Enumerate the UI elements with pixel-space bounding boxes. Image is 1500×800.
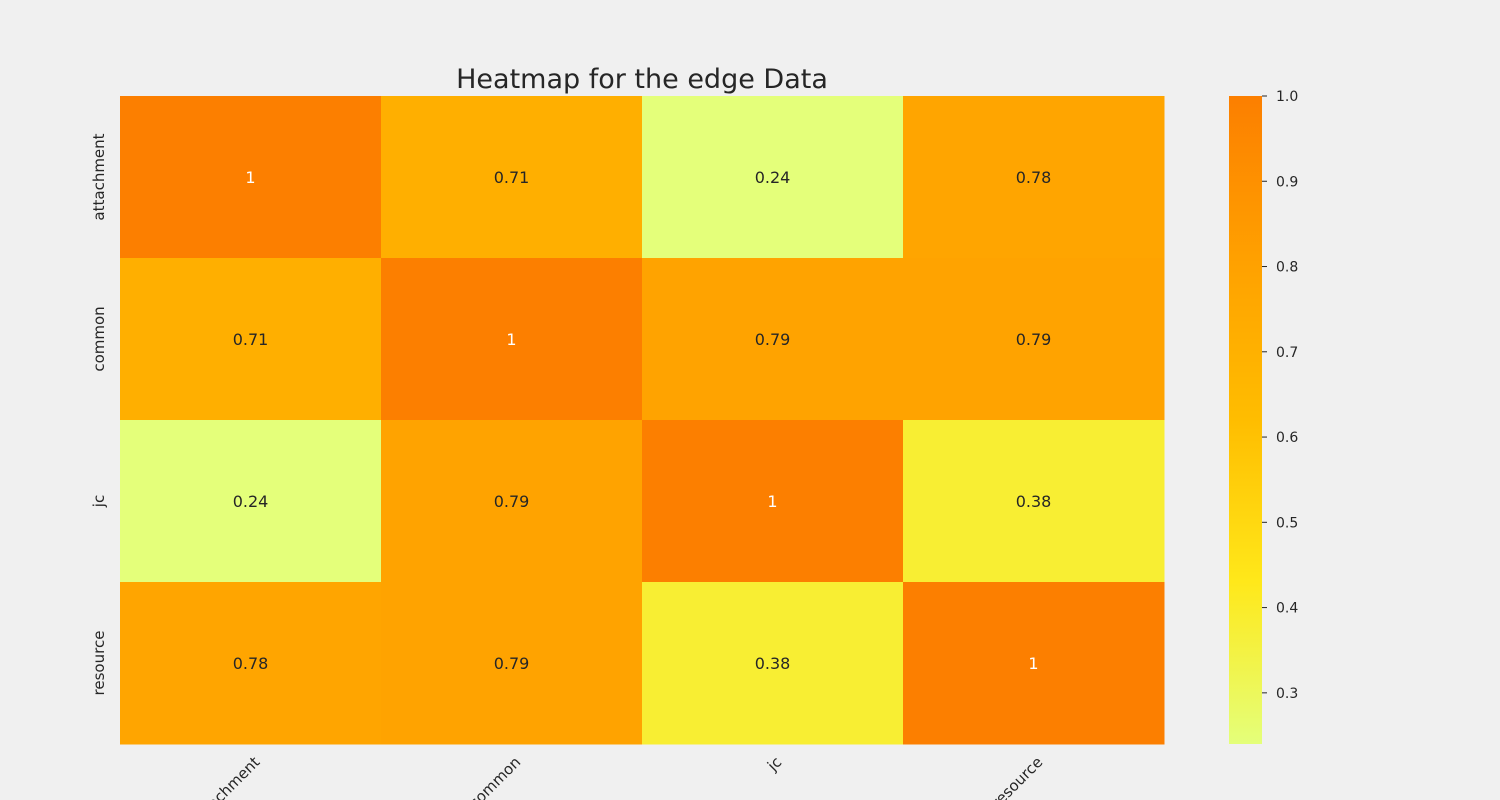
heatmap-cell <box>381 420 643 583</box>
y-tick-labels: attachment common jc resource <box>90 133 108 695</box>
cell-value-label: 1 <box>767 492 777 511</box>
heatmap-cell <box>120 258 382 421</box>
cell-value-label: 0.38 <box>1016 492 1052 511</box>
cell-value-label: 0.71 <box>494 168 530 187</box>
heatmap-cell <box>903 420 1165 583</box>
cell-value-label: 0.78 <box>233 654 269 673</box>
cell-value-label: 0.79 <box>494 492 530 511</box>
x-tick-label: resource <box>988 753 1047 800</box>
heatmap-cells <box>120 96 1165 745</box>
colorbar-tick-label: 0.6 <box>1276 430 1298 446</box>
heatmap-cell <box>903 258 1165 421</box>
y-tick-label: resource <box>90 631 108 696</box>
y-tick-label: jc <box>90 495 108 508</box>
colorbar: 0.3 0.4 0.5 0.6 0.7 0.8 0.9 1.0 <box>1229 89 1298 744</box>
heatmap-cell <box>642 258 904 421</box>
heatmap-cell <box>120 420 382 583</box>
x-tick-label: attachment <box>189 753 263 800</box>
chart-title: Heatmap for the edge Data <box>456 64 828 95</box>
x-tick-label: jc <box>763 753 785 775</box>
cell-value-label: 1 <box>506 330 516 349</box>
colorbar-tick-label: 0.9 <box>1276 174 1298 190</box>
colorbar-gradient <box>1229 96 1262 744</box>
cell-value-label: 0.79 <box>755 330 791 349</box>
y-tick-label: attachment <box>90 133 108 220</box>
colorbar-tick-label: 1.0 <box>1276 89 1298 105</box>
heatmap-cell <box>903 96 1165 259</box>
heatmap-cell <box>642 96 904 259</box>
x-tick-labels: attachment common jc resource <box>189 753 1046 800</box>
cell-value-label: 0.78 <box>1016 168 1052 187</box>
heatmap-cell <box>642 582 904 745</box>
heatmap-cell <box>381 582 643 745</box>
heatmap-cell <box>381 258 643 421</box>
heatmap-cell <box>903 582 1165 745</box>
y-tick-label: common <box>90 306 108 371</box>
colorbar-tick-label: 0.8 <box>1276 260 1298 276</box>
heatmap-cell-labels: 1 0.71 0.24 0.78 0.71 1 0.79 0.79 0.24 0.79 1 0.38 0… <box>233 168 1052 673</box>
heatmap-cell <box>381 96 643 259</box>
cell-value-label: 1 <box>245 168 255 187</box>
heatmap-cell <box>120 96 382 259</box>
x-tick-label: common <box>465 753 524 800</box>
cell-value-label: 0.79 <box>1016 330 1052 349</box>
cell-value-label: 0.79 <box>494 654 530 673</box>
colorbar-tick-label: 0.3 <box>1276 686 1298 702</box>
heatmap-cell <box>642 420 904 583</box>
heatmap-cell <box>120 582 382 745</box>
colorbar-tick-label: 0.7 <box>1276 345 1298 361</box>
cell-value-label: 0.24 <box>233 492 269 511</box>
colorbar-tick-label: 0.5 <box>1276 515 1298 531</box>
colorbar-tick-label: 0.4 <box>1276 601 1298 617</box>
cell-value-label: 0.38 <box>755 654 791 673</box>
cell-value-label: 0.24 <box>755 168 791 187</box>
cell-value-label: 0.71 <box>233 330 269 349</box>
cell-value-label: 1 <box>1028 654 1038 673</box>
